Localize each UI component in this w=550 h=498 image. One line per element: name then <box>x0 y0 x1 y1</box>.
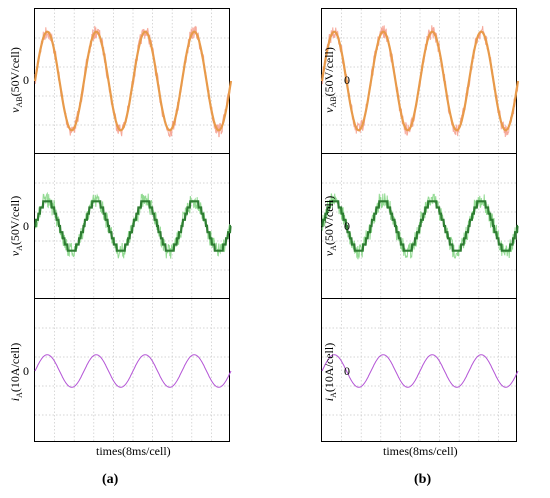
grid <box>35 9 231 443</box>
waveform-series-1 <box>34 200 232 252</box>
waveform-series-2 <box>321 354 519 388</box>
zero-tick: 0 <box>23 364 29 378</box>
zero-tick: 0 <box>23 73 29 87</box>
ylabel-vab: vAB(50V/cell) <box>7 47 25 113</box>
waveform-series-0 <box>33 30 233 132</box>
zero-tick: 0 <box>23 219 29 233</box>
ylabel-va: vA(50V/cell) <box>321 195 339 257</box>
zero-tick: 0 <box>344 73 350 87</box>
panel-b: vAB(50V/cell) vA(50V/cell) iA(10A/cell) … <box>275 0 550 498</box>
grid <box>322 9 518 443</box>
waveform-series-0 <box>320 30 520 132</box>
x-axis-label: times(8ms/cell) <box>96 444 171 458</box>
subplot-divider <box>35 298 229 299</box>
oscilloscope-frame <box>320 8 520 443</box>
waveform-series-1 <box>321 200 519 252</box>
ylabel-vab: vAB(50V/cell) <box>321 47 339 113</box>
subplot-divider <box>35 153 229 154</box>
panel-caption: (a) <box>102 472 119 487</box>
ylabel-va: vA(50V/cell) <box>7 195 25 257</box>
x-axis-label: times(8ms/cell) <box>383 444 458 458</box>
oscilloscope-frame <box>33 8 233 443</box>
waveform-series-2 <box>34 354 232 388</box>
ylabel-ia: iA(10A/cell) <box>7 342 25 402</box>
zero-tick: 0 <box>344 219 350 233</box>
panel-a: vAB(50V/cell) vA(50V/cell) iA(10A/cell) … <box>7 8 233 487</box>
subplot-divider <box>322 298 516 299</box>
waveform-plot <box>33 9 233 443</box>
panel-caption: (b) <box>414 472 432 487</box>
waveform-plot <box>320 9 520 443</box>
subplot-divider <box>322 153 516 154</box>
ylabel-ia: iA(10A/cell) <box>321 342 339 402</box>
zero-tick: 0 <box>344 364 350 378</box>
